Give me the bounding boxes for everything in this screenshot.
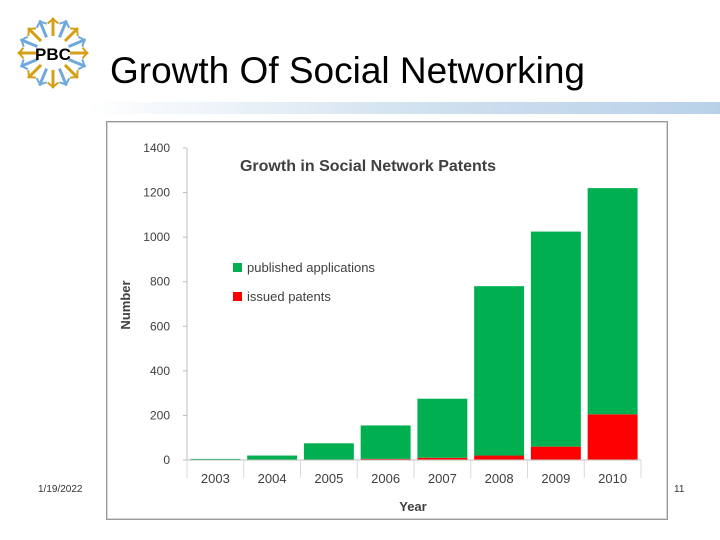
y-tick-label: 600 — [150, 319, 170, 333]
slide-title: Growth Of Social Networking — [110, 50, 586, 91]
bar-published-applications-2010 — [587, 188, 638, 415]
x-tick-label: 2009 — [541, 471, 570, 486]
x-tick-label: 2005 — [314, 471, 343, 486]
footer-date: 1/19/2022 — [38, 484, 83, 495]
bar-issued-patents-2010 — [587, 414, 638, 460]
y-tick-label: 200 — [150, 408, 170, 422]
x-tick-label: 2010 — [598, 471, 627, 486]
pbc-logo: PBC — [17, 17, 89, 89]
chart-title: Growth in Social Network Patents — [240, 158, 496, 175]
bar-published-applications-2003 — [190, 458, 241, 460]
bar-published-applications-2009 — [530, 231, 581, 447]
x-tick-label: 2004 — [258, 471, 287, 486]
y-tick-label: 800 — [150, 275, 170, 289]
title-underline-bar — [88, 102, 720, 114]
legend-swatch — [233, 292, 242, 301]
x-tick-label: 2007 — [428, 471, 457, 486]
bar-published-applications-2007 — [417, 398, 468, 458]
x-tick-label: 2003 — [201, 471, 230, 486]
y-tick-label: 1200 — [143, 186, 170, 200]
x-tick-label: 2008 — [485, 471, 514, 486]
y-tick-label: 1400 — [143, 141, 170, 155]
bar-issued-patents-2008 — [474, 455, 525, 460]
bar-published-applications-2006 — [360, 425, 411, 459]
bar-published-applications-2004 — [247, 455, 298, 460]
bar-published-applications-2008 — [474, 286, 525, 456]
bar-issued-patents-2009 — [530, 446, 581, 460]
legend-label: issued patents — [247, 289, 331, 304]
page-number: 11 — [674, 484, 685, 495]
y-tick-label: 0 — [163, 453, 170, 467]
bar-chart: Growth in Social Network Patents Number … — [118, 141, 642, 514]
chart-frame: Growth in Social Network Patents Number … — [106, 121, 668, 520]
bar-issued-patents-2007 — [417, 457, 468, 460]
legend-label: published applications — [247, 260, 375, 275]
legend-swatch — [233, 263, 242, 272]
x-tick-label: 2006 — [371, 471, 400, 486]
y-tick-label: 400 — [150, 364, 170, 378]
svg-text:PBC: PBC — [35, 45, 71, 64]
x-axis-label: Year — [399, 499, 426, 514]
bar-issued-patents-2006 — [360, 458, 411, 460]
y-axis-label: Number — [118, 280, 133, 329]
bar-published-applications-2005 — [303, 443, 354, 460]
y-tick-label: 1000 — [143, 230, 170, 244]
